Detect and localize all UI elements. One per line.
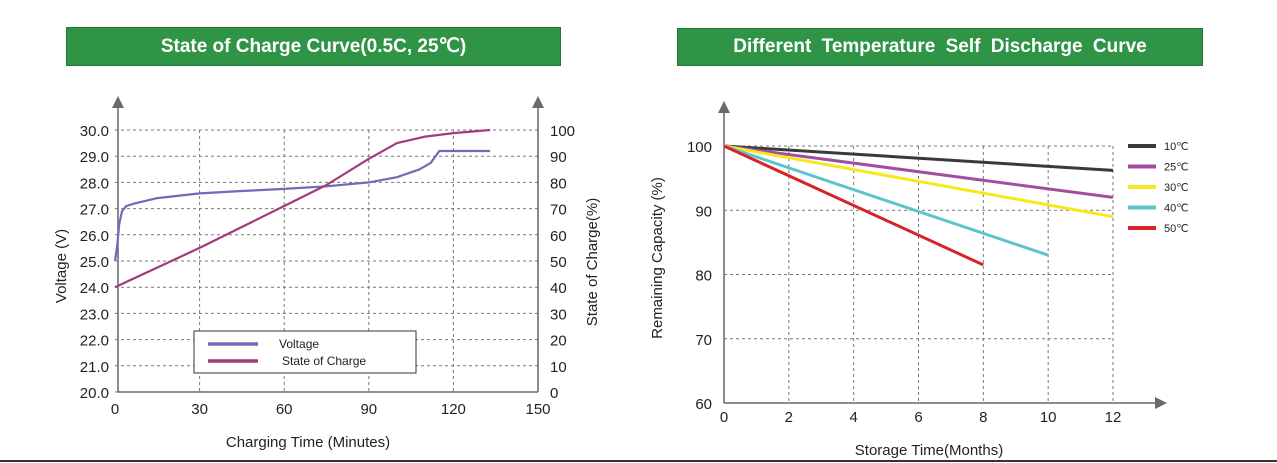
left-y-axis-arrow bbox=[112, 96, 124, 108]
y-tick-label: 100 bbox=[687, 139, 712, 156]
y2-tick-label: 60 bbox=[550, 228, 567, 245]
y-tick-label: 26.0 bbox=[80, 228, 109, 245]
y2-tick-label: 40 bbox=[550, 280, 567, 297]
x-tick-label: 0 bbox=[720, 409, 728, 426]
y-tick-label: 80 bbox=[695, 268, 712, 285]
x-tick-label: 150 bbox=[525, 401, 550, 418]
legend-label-voltage: Voltage bbox=[279, 337, 319, 351]
y2-tick-label: 0 bbox=[550, 385, 558, 402]
soc-chart: 20.0 21.0 22.0 23.0 24.0 25.0 26.0 27.0 28.0 29.0… bbox=[53, 96, 601, 451]
legend-label-10: 10℃ bbox=[1164, 141, 1189, 153]
y2-axis-label: State of Charge(%) bbox=[584, 198, 601, 326]
series-line-30 bbox=[723, 144, 1114, 219]
y-tick-label: 22.0 bbox=[80, 333, 109, 350]
y-axis-label: Remaining Capacity (%) bbox=[649, 177, 666, 339]
x-tick-label: 10 bbox=[1040, 409, 1057, 426]
y2-tick-label: 70 bbox=[550, 202, 567, 219]
x-tick-label: 2 bbox=[785, 409, 793, 426]
legend-label-50: 50℃ bbox=[1164, 223, 1189, 235]
x-tick-label: 12 bbox=[1105, 409, 1122, 426]
x-tick-label: 30 bbox=[191, 401, 208, 418]
chart-title-self-discharge: Different Temperature Self Discharge Cur… bbox=[677, 28, 1203, 66]
y-tick-label: 29.0 bbox=[80, 149, 109, 166]
y-tick-label: 24.0 bbox=[80, 280, 109, 297]
legend: Voltage State of Charge bbox=[193, 330, 417, 374]
x-tick-label: 8 bbox=[979, 409, 987, 426]
x-tick-label: 60 bbox=[276, 401, 293, 418]
series-line-voltage bbox=[113, 149, 491, 262]
legend-label-25: 25℃ bbox=[1164, 162, 1189, 174]
y2-tick-label: 100 bbox=[550, 123, 575, 140]
series-line-50 bbox=[723, 144, 984, 267]
y-axis-arrow bbox=[718, 101, 730, 113]
legend-label-40: 40℃ bbox=[1164, 203, 1189, 215]
x-tick-label: 6 bbox=[914, 409, 922, 426]
right-y-axis-arrow bbox=[532, 96, 544, 108]
y-tick-label: 20.0 bbox=[80, 385, 109, 402]
y2-tick-label: 50 bbox=[550, 254, 567, 271]
y-tick-label: 27.0 bbox=[80, 202, 109, 219]
x-axis-label: Storage Time(Months) bbox=[855, 442, 1003, 459]
x-tick-label: 120 bbox=[441, 401, 466, 418]
series-line-25 bbox=[723, 144, 1114, 199]
legend-label-30: 30℃ bbox=[1164, 182, 1189, 194]
y2-tick-label: 80 bbox=[550, 175, 567, 192]
y-tick-label: 21.0 bbox=[80, 359, 109, 376]
y-tick-label: 60 bbox=[695, 396, 712, 413]
x-axis-label: Charging Time (Minutes) bbox=[226, 434, 390, 451]
y2-tick-label: 20 bbox=[550, 333, 567, 350]
y-tick-label: 70 bbox=[695, 332, 712, 349]
chart-title-soc: State of Charge Curve(0.5C, 25℃) bbox=[66, 27, 561, 66]
x-tick-label: 0 bbox=[111, 401, 119, 418]
series-line-state-of-charge bbox=[114, 128, 491, 289]
y-axis-label: Voltage (V) bbox=[53, 229, 70, 303]
x-axis-arrow bbox=[1155, 397, 1167, 409]
y2-tick-label: 90 bbox=[550, 149, 567, 166]
y2-tick-label: 30 bbox=[550, 306, 567, 323]
series-line-10 bbox=[723, 144, 1114, 172]
bottom-divider bbox=[0, 460, 1277, 462]
legend: 10℃ 25℃ 30℃ 40℃ 50℃ bbox=[1128, 141, 1189, 235]
self-discharge-chart: 60 70 80 90 100 0 2 4 6 8 10 12 Storage Time(Months)… bbox=[649, 101, 1189, 459]
y-tick-label: 28.0 bbox=[80, 175, 109, 192]
y-tick-label: 25.0 bbox=[80, 254, 109, 271]
y-tick-label: 90 bbox=[695, 203, 712, 220]
legend-label-state-of-charge: State of Charge bbox=[282, 354, 366, 368]
y2-tick-label: 10 bbox=[550, 359, 567, 376]
legend-box bbox=[193, 330, 417, 374]
series-line-40 bbox=[723, 144, 1049, 257]
y-tick-label: 23.0 bbox=[80, 306, 109, 323]
x-tick-label: 4 bbox=[849, 409, 857, 426]
y-tick-label: 30.0 bbox=[80, 123, 109, 140]
x-tick-label: 90 bbox=[360, 401, 377, 418]
